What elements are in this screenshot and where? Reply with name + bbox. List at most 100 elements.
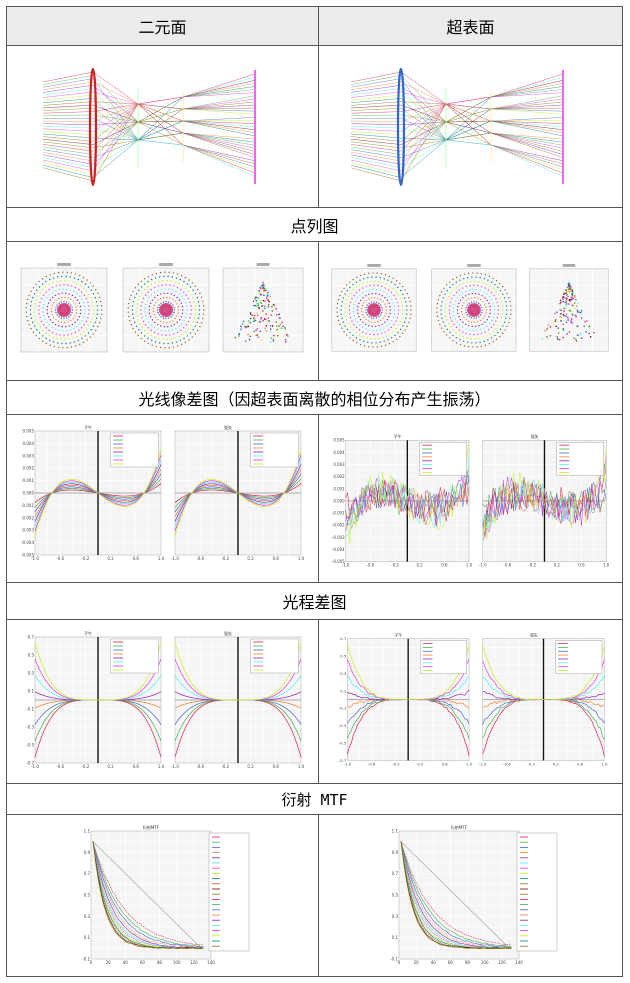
spot-point [202,304,204,307]
spot-point [173,317,176,320]
spot-point [189,305,192,307]
spot-point [262,290,264,292]
spot-point [346,289,348,292]
spot-point [570,289,573,291]
spot-point [160,329,162,332]
legend-box [419,640,467,674]
spot-point [571,294,573,297]
spot-point [159,293,162,295]
spot-point [52,301,55,304]
spot-point [284,340,287,343]
spot-point [267,317,269,319]
diffraction-limit [92,840,202,949]
spot-point [484,312,487,314]
spot-point [440,313,442,315]
spot-point [470,276,473,278]
spot-point [396,301,398,304]
spot-point [76,319,78,321]
spot-point [362,278,365,280]
spot-point [172,272,174,274]
spot-point [37,309,39,311]
spot-point [250,314,253,317]
spot-point [368,329,370,331]
spot-point [461,292,463,294]
tick-label: 1.0 [465,761,472,766]
spot-point [374,292,376,295]
spot-point [386,319,388,321]
spot-point [583,321,586,323]
spot-point [64,292,66,294]
spot-point [31,296,33,299]
aberration-curve [345,441,469,543]
aberration-curve [344,468,469,528]
tick-label: -0.2 [527,761,535,766]
spot-point [270,305,273,308]
tick-label: -1.0 [171,556,179,561]
spot-point [406,325,408,328]
spot-point [51,321,53,324]
spot-point [49,319,51,321]
spot-point [555,336,558,338]
spot-point [127,302,129,305]
spot-point [458,329,460,331]
spot-point [357,316,360,318]
spot-point [83,294,85,296]
spot-point [377,337,380,340]
spot-point [567,288,570,290]
spot-point [88,309,90,311]
spot-point [444,307,446,309]
spot-point [465,285,467,288]
spot-point [156,328,158,331]
spot-point [367,293,370,296]
spot-point [56,314,58,316]
spot-point [569,321,572,324]
spot-point [57,297,59,300]
spot-point [507,321,510,324]
spot-point [466,314,468,316]
spot-point [139,309,141,311]
spot-point [545,327,548,330]
spot-point [488,305,491,308]
spot-point [255,312,258,314]
spot-point [75,312,77,314]
spot-point [451,283,454,286]
spot-point [255,302,258,305]
spot-point [60,321,62,324]
tick-label: 0.6 [132,556,139,561]
tick-label: 0.005 [333,437,345,442]
spot-point [563,296,565,299]
spot-point [181,305,183,308]
spot-point [77,288,80,291]
spot-point [390,326,392,329]
spot-point [569,284,571,287]
spot-point [185,305,187,307]
spot-point [471,325,473,328]
spot-point [565,303,567,305]
spot-point [285,333,288,336]
spot-point [440,291,442,293]
spot-point [362,302,365,304]
spot-point [455,332,457,334]
spot-point [505,292,508,295]
spot-point [405,305,407,307]
spot-point [576,325,578,328]
opd-plot: 子午-1.0 -0.6 -0.2 0.2 0.6 1.00.70.50.30.1-0.1-… [338,633,607,767]
spot-point [562,310,565,312]
spot-point [564,297,567,299]
spot-point [164,300,167,303]
tick-label: -0.002 [332,522,345,527]
spot-point [492,302,494,304]
spot-point [82,316,84,319]
spot-point [79,284,81,287]
spot-point [371,292,373,295]
spot-point [62,300,65,303]
lens-element [396,67,405,186]
tick-label: 0.2 [247,556,254,561]
section-title-mtf: 衍射 MTF [6,783,623,815]
spot-point [48,294,50,296]
spot-point [363,273,365,275]
spot-point [573,302,576,304]
spot-point [259,330,261,333]
spot-point [553,312,556,315]
mtf-curve [92,841,203,948]
